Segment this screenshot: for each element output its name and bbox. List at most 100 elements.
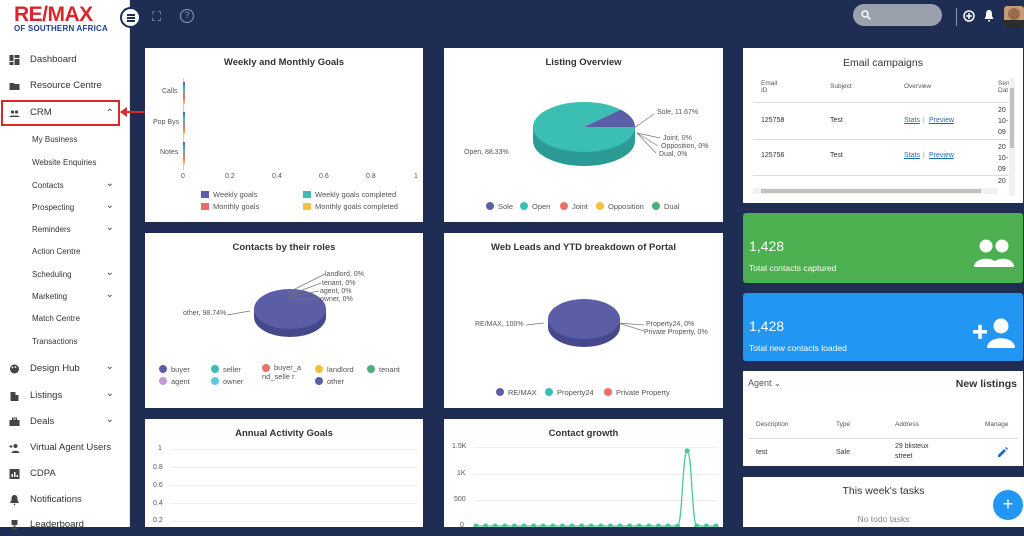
legend-agent[interactable]: agent <box>159 377 190 386</box>
legend-landlord[interactable]: landlord <box>315 365 354 374</box>
user-plus-icon <box>973 318 1015 348</box>
growth-data-point[interactable] <box>607 523 613 527</box>
growth-data-point[interactable] <box>684 448 690 454</box>
legend-seller[interactable]: seller <box>211 365 241 374</box>
crm-sub-label: Match Centre <box>32 314 81 323</box>
legend-property24[interactable]: Property24 <box>545 388 594 397</box>
divider <box>748 438 1018 439</box>
growth-data-point[interactable] <box>492 523 498 527</box>
slice-label-property24: Property24, 0% <box>646 321 695 328</box>
growth-data-point[interactable] <box>665 523 671 527</box>
menu-toggle-button[interactable] <box>120 7 141 28</box>
legend-opposition[interactable]: Opposition <box>596 202 644 211</box>
growth-data-point[interactable] <box>655 523 661 527</box>
crm-sub-prospecting[interactable]: Prospecting ⌄ <box>0 199 128 217</box>
growth-data-point[interactable] <box>694 523 700 527</box>
crm-sub-transactions[interactable]: Transactions <box>0 333 128 351</box>
sidebar-item-label: Dashboard <box>30 54 77 65</box>
legend-other[interactable]: other <box>315 377 344 386</box>
sidebar-item-crm[interactable]: CRM ⌃ <box>0 102 128 124</box>
growth-data-point[interactable] <box>502 523 508 527</box>
add-circle-icon[interactable] <box>963 10 975 22</box>
crm-sub-label: My Business <box>32 135 78 144</box>
growth-data-point[interactable] <box>521 523 527 527</box>
sidebar-item-cdpa[interactable]: CDPA <box>0 463 128 485</box>
web-leads-card: Web Leads and YTD breakdown of Portal RE… <box>444 233 723 408</box>
growth-data-point[interactable] <box>569 523 575 527</box>
stats-link[interactable]: Stats <box>904 152 920 159</box>
user-avatar[interactable] <box>1004 6 1024 28</box>
growth-data-point[interactable] <box>713 523 719 527</box>
sidebar-item-listings[interactable]: Listings ⌄ <box>0 385 128 407</box>
growth-data-point[interactable] <box>550 523 556 527</box>
growth-data-point[interactable] <box>646 523 652 527</box>
crm-sub-contacts[interactable]: Contacts ⌄ <box>0 177 128 195</box>
weekly-monthly-goals-card: Weekly and Monthly Goals Calls Pop Bys N… <box>145 48 423 222</box>
legend-private-property[interactable]: Private Property <box>604 388 670 397</box>
help-icon[interactable]: ? <box>180 9 194 23</box>
notification-bell-icon[interactable] <box>984 10 994 22</box>
crm-sub-action-centre[interactable]: Action Centre <box>0 243 128 261</box>
crm-highlight-box <box>1 100 120 126</box>
legend-monthly-goals-completed[interactable]: Monthly goals completed <box>303 202 398 211</box>
vertical-scrollbar[interactable] <box>1009 78 1015 196</box>
crm-sub-website-enquiries[interactable]: Website Enquiries <box>0 154 128 172</box>
sidebar-item-design-hub[interactable]: Design Hub ⌄ <box>0 358 128 380</box>
x-tick: 0 <box>181 173 185 180</box>
legend-buyer[interactable]: buyer <box>159 365 190 374</box>
legend-owner[interactable]: owner <box>211 377 243 386</box>
search-icon <box>861 10 871 20</box>
horizontal-scrollbar[interactable] <box>753 188 998 194</box>
link-separator: | <box>923 152 925 159</box>
growth-data-point[interactable] <box>636 523 642 527</box>
sidebar-item-deals[interactable]: Deals ⌄ <box>0 411 128 433</box>
legend-remax[interactable]: RE/MAX <box>496 388 537 397</box>
pie-slice-open <box>533 101 635 152</box>
crm-sub-scheduling[interactable]: Scheduling ⌄ <box>0 266 128 284</box>
crm-sub-match-centre[interactable]: Match Centre <box>0 310 128 328</box>
stats-link[interactable]: Stats <box>904 117 920 124</box>
sidebar-item-virtual-agent-users[interactable]: Virtual Agent Users <box>0 437 128 459</box>
growth-data-point[interactable] <box>703 523 709 527</box>
growth-data-point[interactable] <box>483 523 489 527</box>
remax-logo[interactable]: RE/MAX <box>14 3 93 26</box>
growth-data-point[interactable] <box>579 523 585 527</box>
add-task-fab-button[interactable]: + <box>993 490 1023 520</box>
growth-data-point[interactable] <box>559 523 565 527</box>
crm-sub-reminders[interactable]: Reminders ⌄ <box>0 221 128 239</box>
preview-link[interactable]: Preview <box>929 152 954 159</box>
dashboard-icon <box>9 55 20 65</box>
legend-buyer-and-seller[interactable]: buyer_a nd_selle r <box>262 363 302 381</box>
pie-slice-sole <box>584 109 636 127</box>
growth-data-point[interactable] <box>588 523 594 527</box>
preview-link[interactable]: Preview <box>929 117 954 124</box>
growth-data-point[interactable] <box>531 523 537 527</box>
search-input[interactable] <box>853 4 942 26</box>
legend-tenant[interactable]: tenant <box>367 365 400 374</box>
growth-data-point[interactable] <box>473 523 479 527</box>
crm-sub-marketing[interactable]: Marketing ⌄ <box>0 288 128 306</box>
sidebar-item-dashboard[interactable]: Dashboard <box>0 49 128 71</box>
legend-monthly-goals[interactable]: Monthly goals <box>201 202 259 211</box>
legend-dual[interactable]: Dual <box>652 202 679 211</box>
growth-data-point[interactable] <box>675 523 681 527</box>
edit-pencil-icon[interactable] <box>997 447 1008 458</box>
growth-data-point[interactable] <box>598 523 604 527</box>
growth-data-point[interactable] <box>511 523 517 527</box>
growth-data-point[interactable] <box>617 523 623 527</box>
legend-joint[interactable]: Joint <box>560 202 588 211</box>
crm-sub-my-business[interactable]: My Business <box>0 131 128 149</box>
legend-weekly-goals-completed[interactable]: Weekly goals completed <box>303 190 396 199</box>
divider <box>753 175 1015 176</box>
legend-open[interactable]: Open <box>520 202 550 211</box>
growth-data-point[interactable] <box>540 523 546 527</box>
growth-data-point[interactable] <box>627 523 633 527</box>
contact-growth-line-chart <box>473 448 719 527</box>
sidebar-item-leaderboard[interactable]: Leaderboard <box>0 514 128 536</box>
sidebar-item-resource-centre[interactable]: Resource Centre <box>0 75 128 97</box>
legend-weekly-goals[interactable]: Weekly goals <box>201 190 257 199</box>
fullscreen-icon[interactable]: ⛶ <box>152 9 162 24</box>
legend-sole[interactable]: Sole <box>486 202 513 211</box>
agent-filter-dropdown[interactable]: Agent ⌄ <box>748 378 781 388</box>
sidebar-item-notifications[interactable]: Notifications <box>0 489 128 511</box>
